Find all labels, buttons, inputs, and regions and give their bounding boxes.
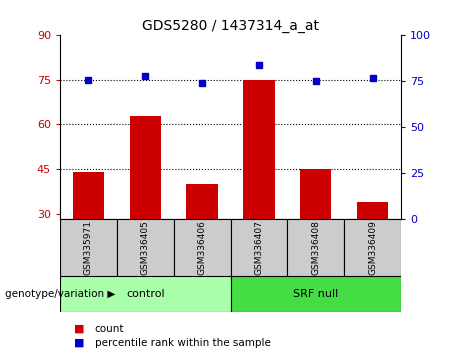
Bar: [186, 184, 218, 219]
Bar: [344, 219, 401, 276]
Text: GSM335971: GSM335971: [84, 220, 93, 275]
Text: genotype/variation ▶: genotype/variation ▶: [5, 289, 115, 299]
Text: SRF null: SRF null: [293, 289, 338, 299]
Text: ■: ■: [74, 338, 84, 348]
Bar: [73, 172, 104, 219]
Bar: [357, 202, 388, 219]
Text: GSM336408: GSM336408: [311, 220, 320, 275]
Text: count: count: [95, 324, 124, 333]
Bar: [130, 115, 161, 219]
Title: GDS5280 / 1437314_a_at: GDS5280 / 1437314_a_at: [142, 19, 319, 33]
Text: control: control: [126, 289, 165, 299]
Text: GSM336406: GSM336406: [198, 220, 207, 275]
Text: GSM336407: GSM336407: [254, 220, 263, 275]
Bar: [230, 276, 401, 312]
Bar: [60, 219, 117, 276]
Bar: [243, 80, 275, 219]
Text: ■: ■: [74, 324, 84, 333]
Text: percentile rank within the sample: percentile rank within the sample: [95, 338, 271, 348]
Bar: [300, 169, 331, 219]
Text: GSM336409: GSM336409: [368, 220, 377, 275]
Text: GSM336405: GSM336405: [141, 220, 150, 275]
Bar: [287, 219, 344, 276]
Bar: [60, 276, 230, 312]
Bar: [230, 219, 287, 276]
Bar: [117, 219, 174, 276]
Bar: [174, 219, 230, 276]
